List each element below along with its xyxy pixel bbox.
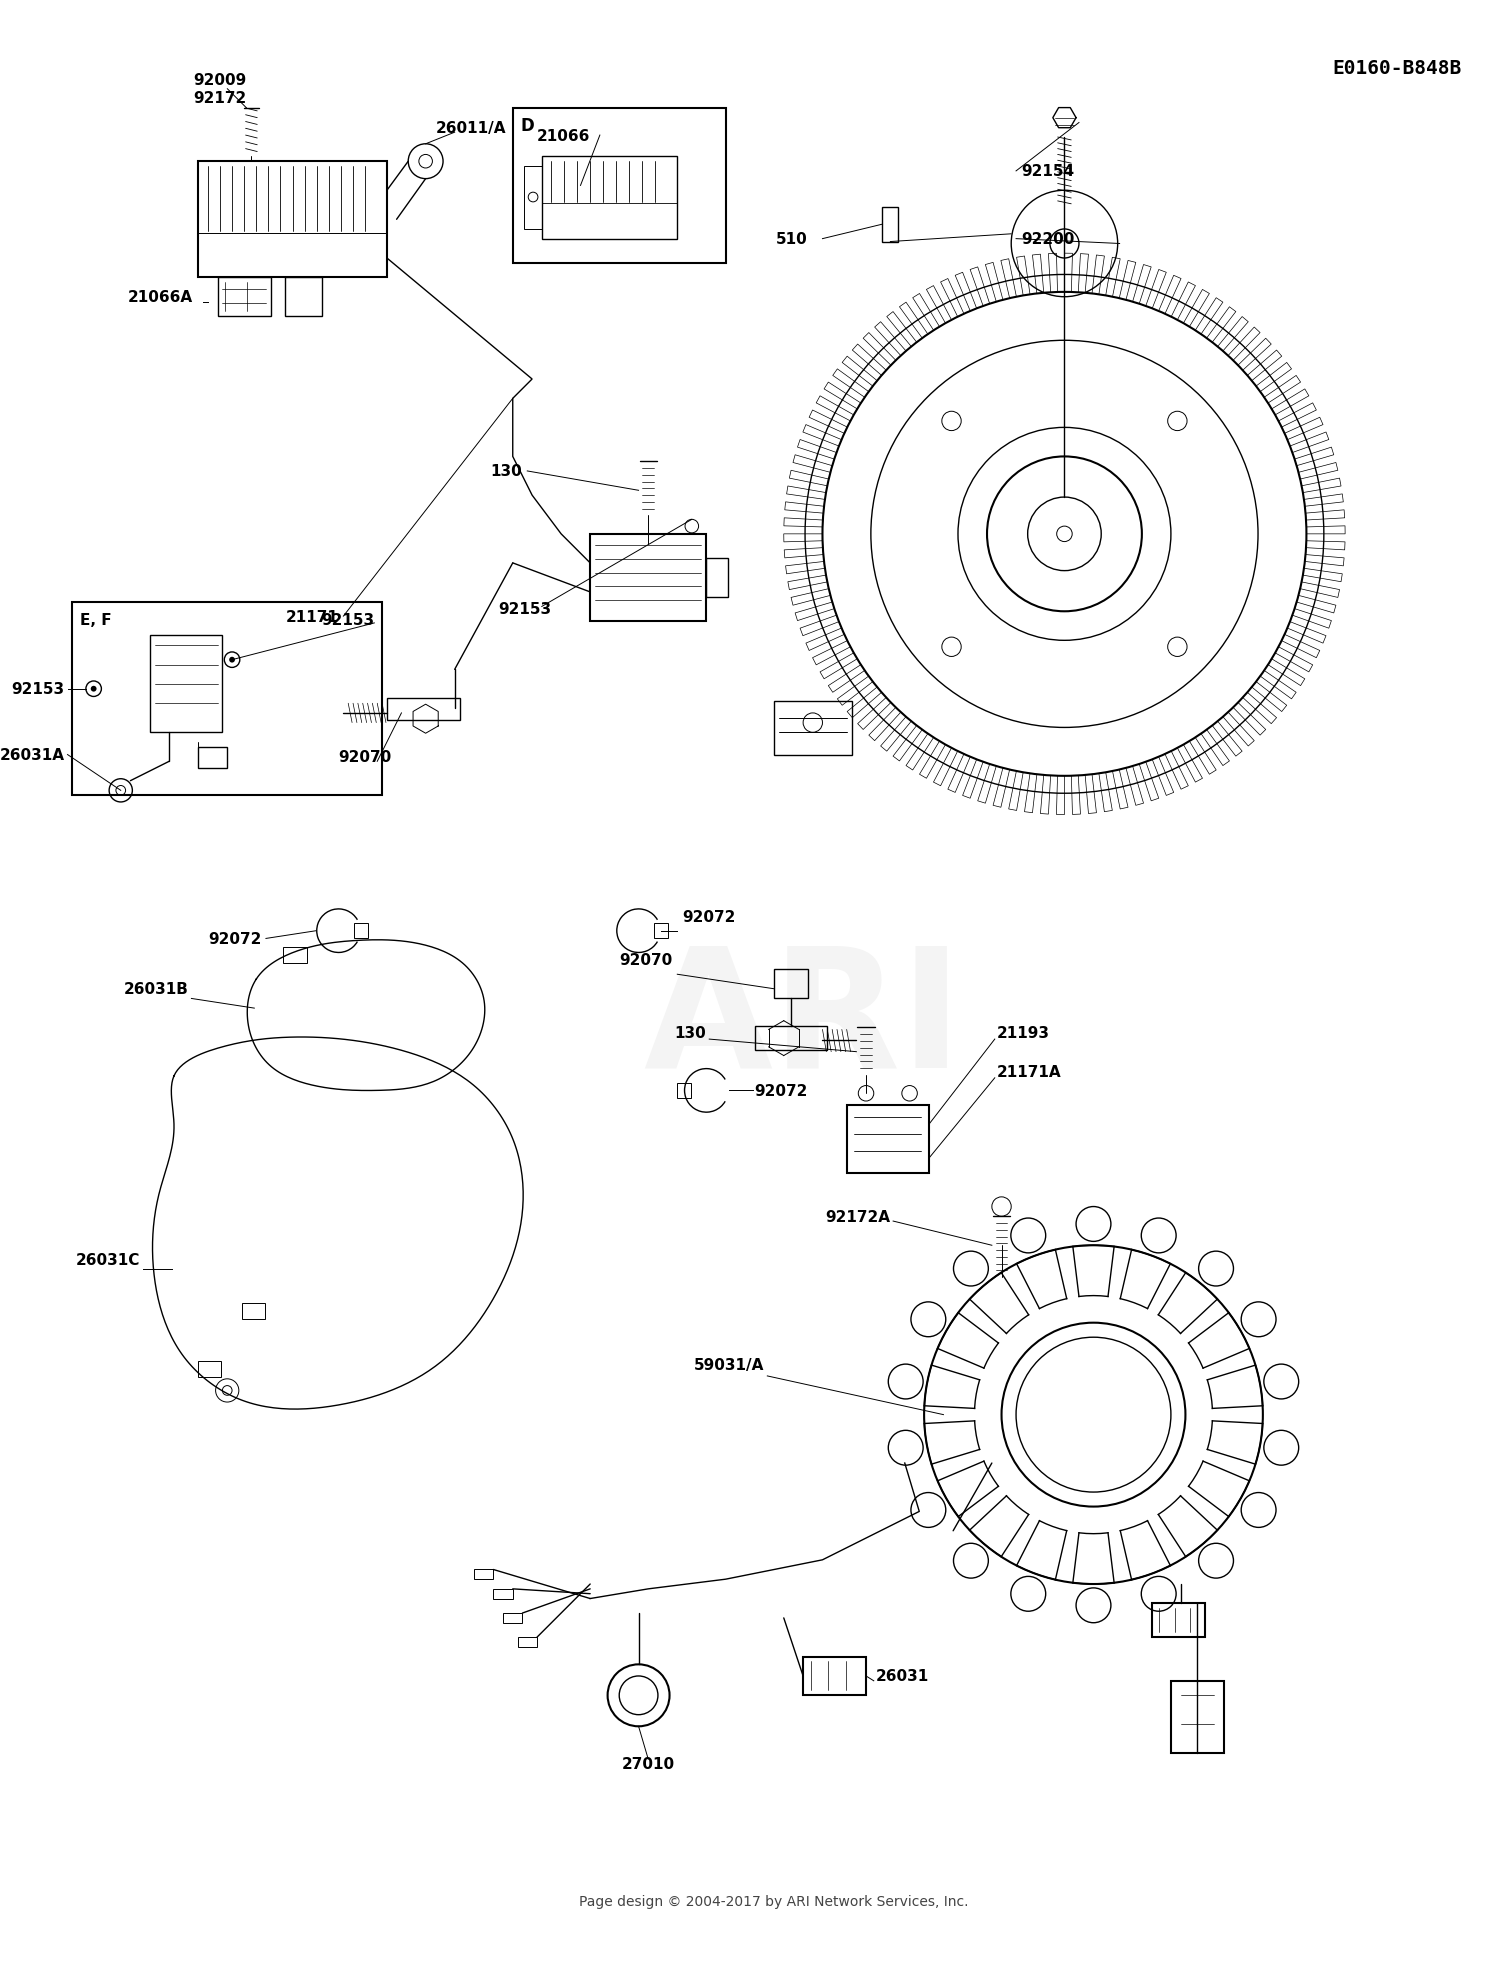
Bar bbox=[706, 560, 728, 597]
Text: D: D bbox=[520, 118, 534, 136]
Bar bbox=[474, 1569, 494, 1579]
Text: 92200: 92200 bbox=[1022, 232, 1074, 247]
Bar bbox=[217, 279, 272, 316]
Bar bbox=[284, 949, 306, 962]
Text: 92154: 92154 bbox=[1022, 165, 1074, 179]
Text: 59031/A: 59031/A bbox=[694, 1357, 765, 1373]
Bar bbox=[525, 167, 542, 230]
Circle shape bbox=[230, 658, 236, 664]
Text: 510: 510 bbox=[776, 232, 808, 247]
Bar bbox=[503, 1612, 522, 1622]
Bar bbox=[387, 699, 459, 721]
Bar bbox=[494, 1589, 513, 1599]
Bar bbox=[198, 748, 226, 768]
Bar bbox=[1152, 1603, 1204, 1638]
Bar bbox=[846, 1106, 928, 1173]
Text: 26031B: 26031B bbox=[123, 982, 189, 998]
Text: 92172A: 92172A bbox=[825, 1210, 890, 1224]
Text: 130: 130 bbox=[490, 464, 522, 479]
Text: E, F: E, F bbox=[80, 613, 111, 627]
Text: 92009
92172: 92009 92172 bbox=[194, 73, 246, 106]
Bar bbox=[1172, 1681, 1224, 1754]
Text: E0160-B848B: E0160-B848B bbox=[1332, 59, 1461, 79]
Bar bbox=[518, 1638, 537, 1648]
Text: 21193: 21193 bbox=[996, 1025, 1050, 1041]
Bar bbox=[285, 279, 322, 316]
Bar bbox=[802, 1658, 865, 1695]
Text: 21171A: 21171A bbox=[996, 1064, 1062, 1078]
Text: 92153: 92153 bbox=[321, 613, 375, 627]
Bar bbox=[150, 636, 222, 733]
Text: 92072: 92072 bbox=[754, 1084, 808, 1098]
Text: ARI: ARI bbox=[644, 939, 963, 1102]
Text: 26011/A: 26011/A bbox=[435, 120, 506, 136]
Text: 21066: 21066 bbox=[537, 128, 591, 143]
Text: 92070: 92070 bbox=[339, 750, 392, 764]
Bar bbox=[654, 923, 668, 939]
Bar bbox=[754, 1025, 828, 1051]
Text: 27010: 27010 bbox=[621, 1756, 675, 1772]
Bar bbox=[774, 701, 852, 754]
Bar bbox=[590, 534, 706, 623]
Text: 21066A: 21066A bbox=[128, 291, 194, 304]
Text: 21171: 21171 bbox=[285, 609, 339, 625]
Bar bbox=[198, 163, 387, 279]
Text: 92072: 92072 bbox=[682, 909, 735, 925]
Bar bbox=[72, 603, 382, 795]
Text: 92072: 92072 bbox=[209, 931, 261, 947]
Bar bbox=[354, 923, 368, 939]
Bar bbox=[513, 108, 726, 263]
Text: 26031C: 26031C bbox=[75, 1253, 140, 1267]
Text: 92070: 92070 bbox=[620, 953, 672, 968]
Circle shape bbox=[90, 687, 96, 691]
Bar bbox=[678, 1082, 692, 1098]
Bar bbox=[198, 1361, 222, 1377]
Bar bbox=[882, 208, 898, 242]
Bar bbox=[242, 1304, 266, 1320]
Text: 26031: 26031 bbox=[876, 1669, 928, 1683]
Text: 130: 130 bbox=[675, 1025, 706, 1041]
Text: Page design © 2004-2017 by ARI Network Services, Inc.: Page design © 2004-2017 by ARI Network S… bbox=[579, 1895, 969, 1909]
Text: 92153: 92153 bbox=[12, 682, 64, 697]
Bar bbox=[542, 157, 678, 240]
Bar bbox=[774, 970, 808, 1000]
Text: 26031A: 26031A bbox=[0, 748, 64, 762]
Text: 92153: 92153 bbox=[498, 601, 552, 617]
